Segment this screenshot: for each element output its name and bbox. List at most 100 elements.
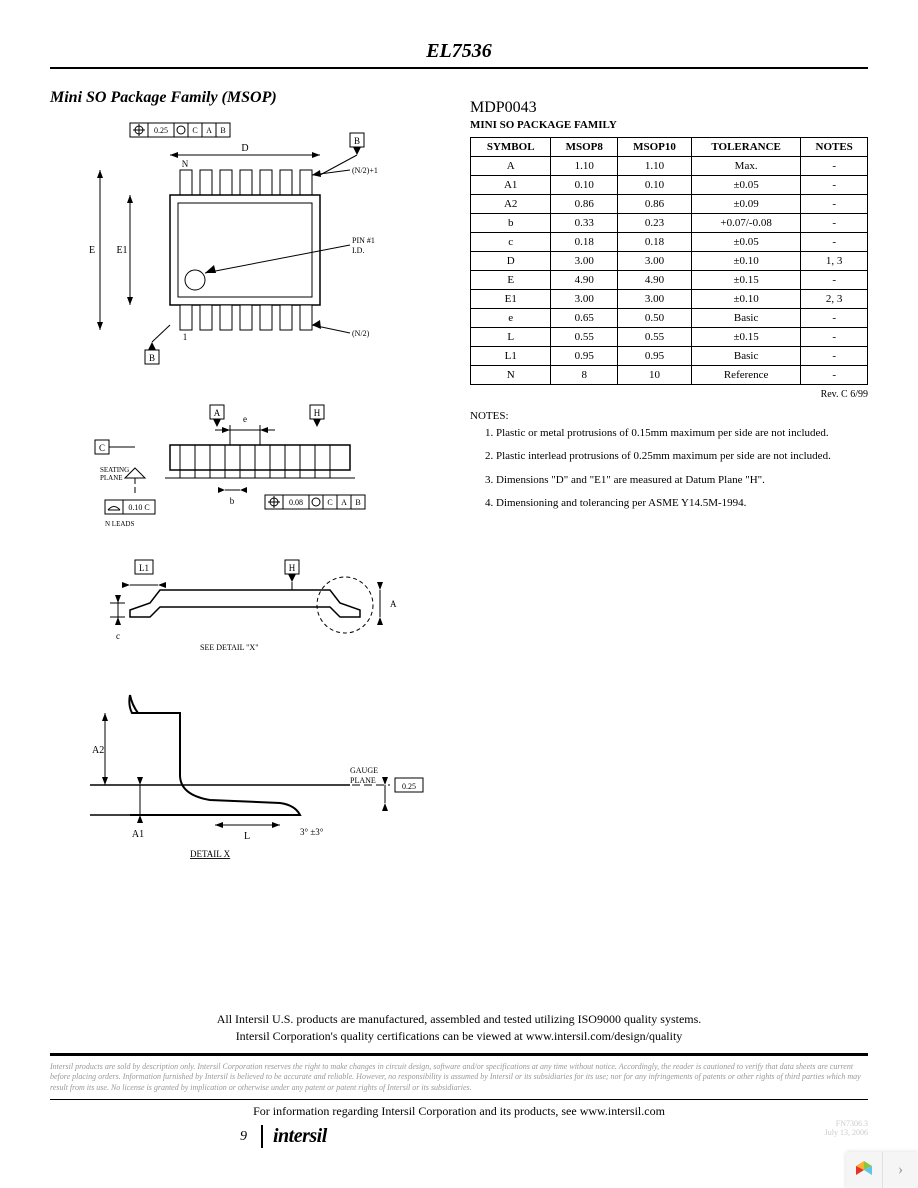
footer: All Intersil U.S. products are manufactu… bbox=[50, 1011, 868, 1148]
table-cell: 0.18 bbox=[618, 233, 692, 252]
table-row: D3.003.00±0.101, 3 bbox=[471, 252, 868, 271]
notes-list: Plastic or metal protrusions of 0.15mm m… bbox=[470, 426, 868, 512]
table-cell: - bbox=[801, 176, 868, 195]
svg-text:A1: A1 bbox=[132, 829, 144, 840]
footer-rule-top bbox=[50, 1053, 868, 1056]
dimensions-table: SYMBOLMSOP8MSOP10TOLERANCENOTES A1.101.1… bbox=[470, 137, 868, 385]
svg-text:3° ±3°: 3° ±3° bbox=[300, 827, 324, 837]
svg-text:B: B bbox=[354, 136, 360, 146]
package-end-view-diagram: L1 H c bbox=[50, 555, 430, 665]
table-header-cell: MSOP8 bbox=[551, 138, 618, 157]
table-cell: 8 bbox=[551, 366, 618, 385]
table-row: b0.330.23+0.07/-0.08- bbox=[471, 214, 868, 233]
table-cell: L1 bbox=[471, 347, 551, 366]
table-cell: ±0.10 bbox=[691, 290, 800, 309]
table-cell: 0.86 bbox=[551, 195, 618, 214]
table-cell: ±0.05 bbox=[691, 176, 800, 195]
table-cell: Max. bbox=[691, 157, 800, 176]
header-part-number: EL7536 bbox=[50, 40, 868, 63]
table-cell: 0.55 bbox=[618, 328, 692, 347]
table-cell: 3.00 bbox=[551, 290, 618, 309]
disclaimer-text: Intersil products are sold by descriptio… bbox=[50, 1060, 868, 1095]
page-number: 9 bbox=[240, 1129, 247, 1145]
svg-text:(N/2): (N/2) bbox=[352, 329, 370, 338]
table-cell: 3.00 bbox=[551, 252, 618, 271]
nav-widget: › bbox=[846, 1152, 918, 1188]
svg-text:I.D.: I.D. bbox=[352, 246, 364, 255]
svg-text:N: N bbox=[182, 159, 189, 169]
table-cell: - bbox=[801, 233, 868, 252]
package-detail-x-diagram: A2 A1 L 3° ±3° GAUGE PLANE 0.25 bbox=[50, 680, 430, 870]
nav-next-button[interactable]: › bbox=[882, 1152, 918, 1188]
svg-text:B: B bbox=[355, 498, 360, 507]
table-cell: Basic bbox=[691, 309, 800, 328]
footer-rule-bottom bbox=[50, 1099, 868, 1100]
section-title: Mini SO Package Family (MSOP) bbox=[50, 89, 450, 107]
package-side-view-diagram: A H e bbox=[50, 400, 430, 540]
package-top-view-diagram: 0.25 C A B D bbox=[50, 115, 430, 385]
table-row: A10.100.10±0.05- bbox=[471, 176, 868, 195]
table-cell: - bbox=[801, 195, 868, 214]
doc-stamp: FN7306.3 July 13, 2006 bbox=[825, 1119, 868, 1138]
table-cell: ±0.15 bbox=[691, 271, 800, 290]
svg-text:e: e bbox=[243, 414, 247, 424]
table-cell: 0.50 bbox=[618, 309, 692, 328]
nav-logo-icon[interactable] bbox=[846, 1152, 882, 1188]
table-cell: ±0.05 bbox=[691, 233, 800, 252]
svg-text:A: A bbox=[206, 126, 212, 135]
table-cell: ±0.15 bbox=[691, 328, 800, 347]
table-cell: 0.65 bbox=[551, 309, 618, 328]
table-cell: - bbox=[801, 271, 868, 290]
svg-text:N LEADS: N LEADS bbox=[105, 520, 134, 528]
svg-text:C: C bbox=[192, 126, 197, 135]
table-cell: 0.95 bbox=[551, 347, 618, 366]
svg-text:b: b bbox=[230, 496, 235, 506]
quality-line-1: All Intersil U.S. products are manufactu… bbox=[50, 1011, 868, 1028]
svg-text:B: B bbox=[220, 126, 225, 135]
header-rule bbox=[50, 67, 868, 69]
table-row: N810Reference- bbox=[471, 366, 868, 385]
table-title: MINI SO PACKAGE FAMILY bbox=[470, 119, 868, 131]
table-cell: D bbox=[471, 252, 551, 271]
table-row: E13.003.00±0.102, 3 bbox=[471, 290, 868, 309]
package-code: MDP0043 bbox=[470, 99, 868, 117]
svg-text:1: 1 bbox=[183, 332, 188, 342]
intersil-logo: intersil bbox=[261, 1125, 327, 1148]
quality-line-2: Intersil Corporation's quality certifica… bbox=[50, 1028, 868, 1045]
svg-text:DETAIL X: DETAIL X bbox=[190, 849, 231, 859]
table-row: c0.180.18±0.05- bbox=[471, 233, 868, 252]
svg-text:E: E bbox=[89, 245, 95, 256]
table-cell: - bbox=[801, 157, 868, 176]
table-cell: 4.90 bbox=[551, 271, 618, 290]
table-cell: 0.18 bbox=[551, 233, 618, 252]
table-cell: 0.10 bbox=[618, 176, 692, 195]
notes-heading: NOTES: bbox=[470, 410, 868, 422]
svg-text:A2: A2 bbox=[92, 745, 104, 756]
table-cell: 10 bbox=[618, 366, 692, 385]
table-cell: - bbox=[801, 347, 868, 366]
table-cell: 2, 3 bbox=[801, 290, 868, 309]
table-header-cell: SYMBOL bbox=[471, 138, 551, 157]
svg-text:(N/2)+1: (N/2)+1 bbox=[352, 166, 378, 175]
svg-text:GAUGE: GAUGE bbox=[350, 766, 378, 775]
table-cell: ±0.10 bbox=[691, 252, 800, 271]
svg-text:D: D bbox=[241, 143, 248, 154]
svg-text:0.10 C: 0.10 C bbox=[128, 503, 149, 512]
info-text: For information regarding Intersil Corpo… bbox=[50, 1104, 868, 1119]
svg-text:L1: L1 bbox=[139, 563, 149, 573]
note-item: Dimensioning and tolerancing per ASME Y1… bbox=[496, 496, 868, 511]
table-row: A20.860.86±0.09- bbox=[471, 195, 868, 214]
table-cell: A bbox=[471, 157, 551, 176]
svg-text:SEATING: SEATING bbox=[100, 466, 129, 474]
table-cell: 3.00 bbox=[618, 290, 692, 309]
table-cell: - bbox=[801, 366, 868, 385]
svg-text:C: C bbox=[99, 443, 105, 453]
svg-text:A: A bbox=[390, 599, 397, 609]
table-cell: - bbox=[801, 309, 868, 328]
table-cell: 4.90 bbox=[618, 271, 692, 290]
svg-text:H: H bbox=[314, 408, 321, 418]
table-header-cell: MSOP10 bbox=[618, 138, 692, 157]
table-cell: A1 bbox=[471, 176, 551, 195]
table-header-cell: NOTES bbox=[801, 138, 868, 157]
table-cell: - bbox=[801, 328, 868, 347]
